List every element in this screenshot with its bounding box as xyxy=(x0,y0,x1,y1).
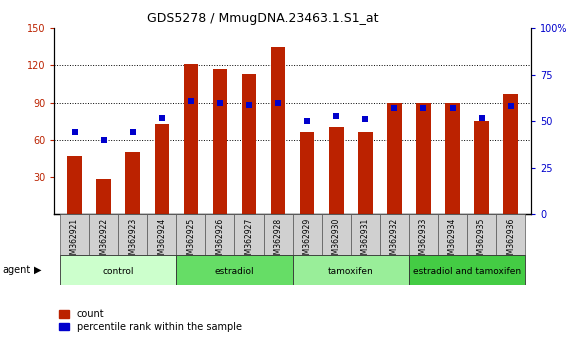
Text: control: control xyxy=(102,267,134,276)
Text: GSM362926: GSM362926 xyxy=(215,217,224,264)
Bar xyxy=(60,255,176,285)
Bar xyxy=(212,69,227,214)
Point xyxy=(244,102,254,107)
Text: estradiol: estradiol xyxy=(215,267,254,276)
Bar xyxy=(67,156,82,214)
Text: GSM362924: GSM362924 xyxy=(158,217,166,264)
Bar xyxy=(293,214,321,255)
Text: estradiol and tamoxifen: estradiol and tamoxifen xyxy=(413,267,521,276)
Point xyxy=(506,103,515,109)
Point xyxy=(274,100,283,105)
Point xyxy=(70,130,79,135)
Bar xyxy=(60,214,89,255)
Point xyxy=(157,115,166,120)
Text: GSM362936: GSM362936 xyxy=(506,217,515,264)
Point xyxy=(186,98,195,104)
Text: GSM362930: GSM362930 xyxy=(332,217,341,264)
Bar xyxy=(96,179,111,214)
Bar xyxy=(155,124,169,214)
Bar xyxy=(264,214,292,255)
Bar xyxy=(467,214,496,255)
Bar xyxy=(387,103,401,214)
Bar xyxy=(184,64,198,214)
Text: GSM362932: GSM362932 xyxy=(390,217,399,264)
Bar xyxy=(438,214,467,255)
Point xyxy=(332,113,341,119)
Bar xyxy=(416,103,431,214)
Bar xyxy=(242,74,256,214)
Bar xyxy=(271,47,286,214)
Text: GSM362934: GSM362934 xyxy=(448,217,457,264)
Bar xyxy=(176,255,293,285)
Point xyxy=(419,105,428,111)
Bar xyxy=(445,103,460,214)
Point xyxy=(390,105,399,111)
Bar xyxy=(358,132,373,214)
Text: GSM362923: GSM362923 xyxy=(128,217,137,264)
Point xyxy=(361,116,370,122)
Text: GSM362921: GSM362921 xyxy=(70,217,79,263)
Bar xyxy=(475,121,489,214)
Bar xyxy=(300,132,315,214)
Bar xyxy=(235,214,264,255)
Bar xyxy=(147,214,176,255)
Point xyxy=(448,105,457,111)
Text: GSM362928: GSM362928 xyxy=(274,217,283,263)
Text: GSM362931: GSM362931 xyxy=(361,217,370,264)
Bar xyxy=(504,94,518,214)
Text: GSM362927: GSM362927 xyxy=(244,217,254,264)
Bar xyxy=(329,127,344,214)
Bar xyxy=(496,214,525,255)
Bar xyxy=(176,214,206,255)
Text: agent: agent xyxy=(3,265,31,275)
Point xyxy=(128,130,137,135)
Bar xyxy=(321,214,351,255)
Text: ▶: ▶ xyxy=(34,265,42,275)
Text: GSM362922: GSM362922 xyxy=(99,217,108,263)
Text: GSM362935: GSM362935 xyxy=(477,217,486,264)
Bar xyxy=(206,214,235,255)
Text: GSM362925: GSM362925 xyxy=(186,217,195,264)
Bar xyxy=(126,152,140,214)
Bar xyxy=(118,214,147,255)
Point xyxy=(303,118,312,124)
Bar xyxy=(89,214,118,255)
Text: GDS5278 / MmugDNA.23463.1.S1_at: GDS5278 / MmugDNA.23463.1.S1_at xyxy=(147,12,379,25)
Text: GSM362933: GSM362933 xyxy=(419,217,428,264)
Point xyxy=(477,115,486,120)
Bar xyxy=(409,214,438,255)
Bar xyxy=(293,255,409,285)
Text: GSM362929: GSM362929 xyxy=(303,217,312,264)
Point xyxy=(99,137,108,143)
Bar xyxy=(409,255,525,285)
Text: tamoxifen: tamoxifen xyxy=(328,267,373,276)
Bar xyxy=(351,214,380,255)
Point xyxy=(215,100,224,105)
Legend: count, percentile rank within the sample: count, percentile rank within the sample xyxy=(59,309,242,332)
Bar xyxy=(380,214,409,255)
